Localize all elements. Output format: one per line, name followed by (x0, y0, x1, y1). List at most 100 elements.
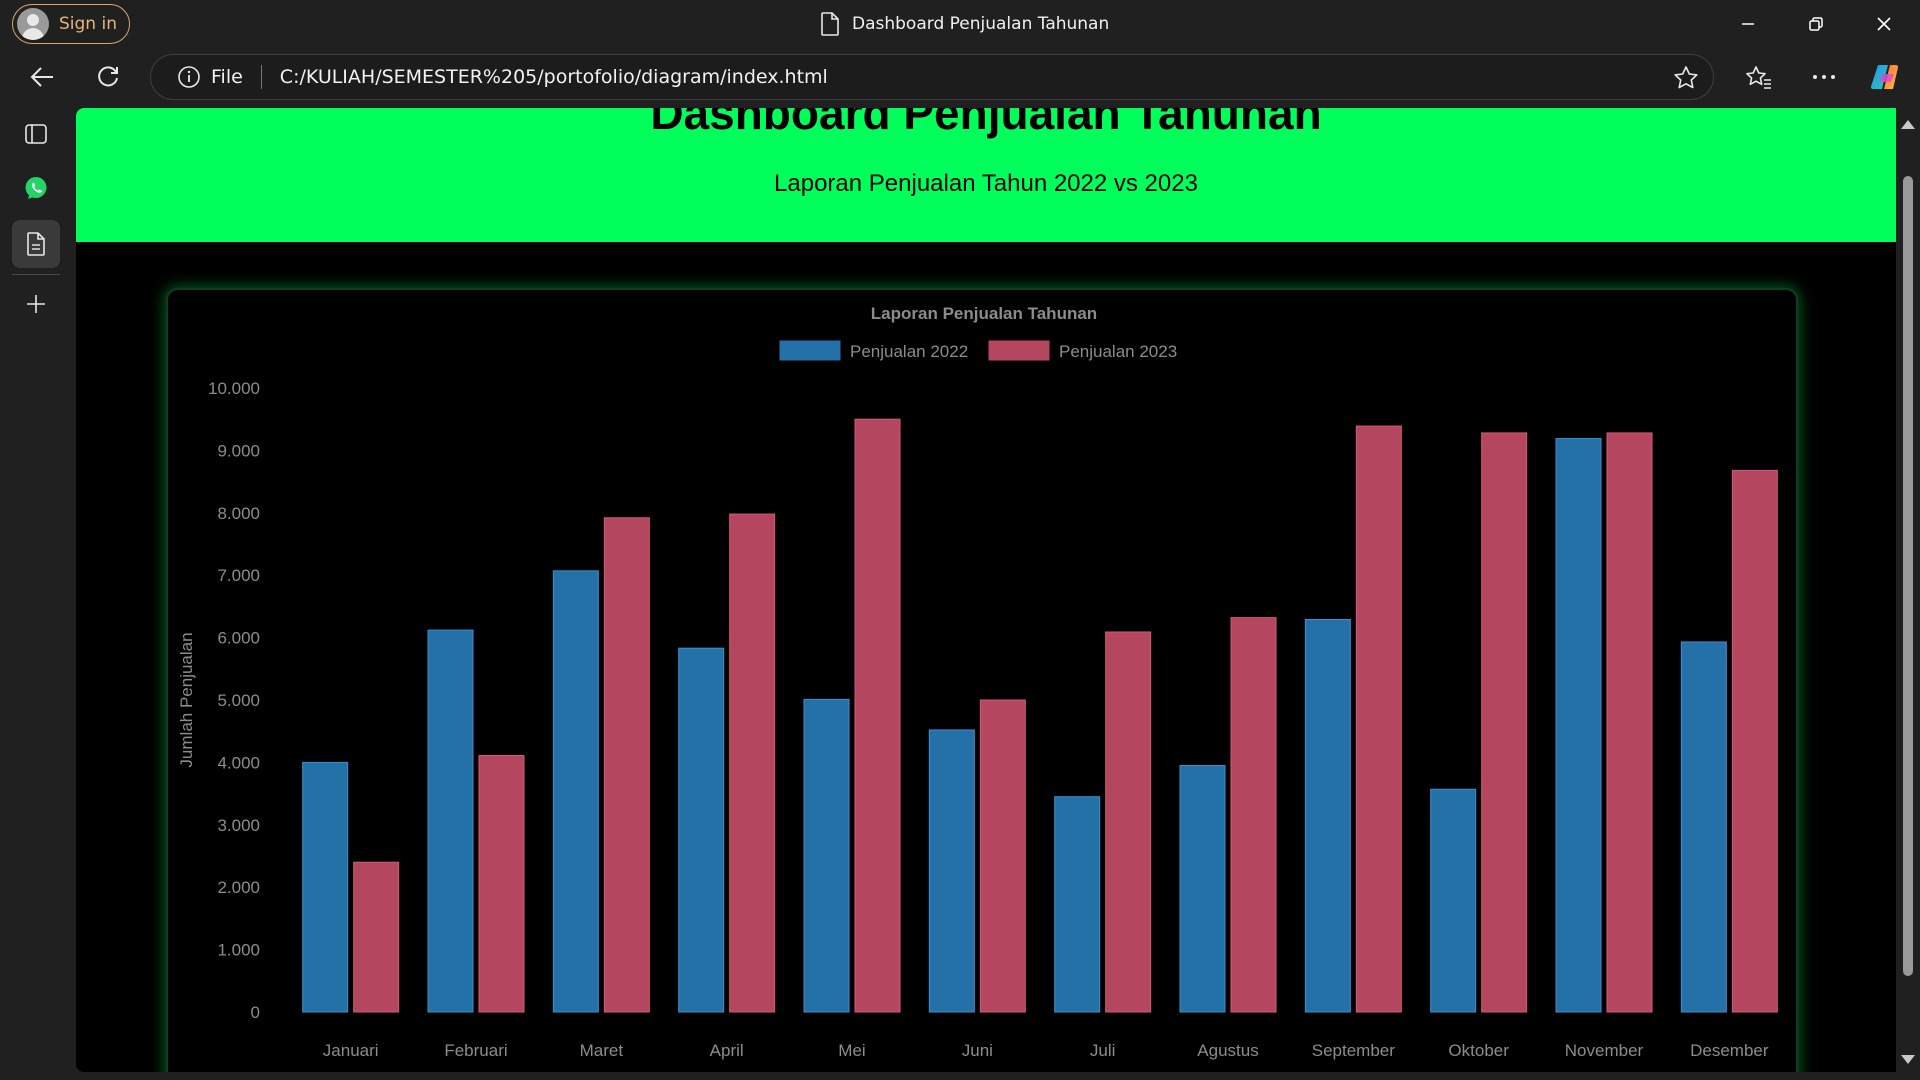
bar-2022-april (678, 647, 725, 1013)
favorites-icon (1746, 66, 1771, 89)
bar-2023-juni (979, 699, 1026, 1013)
y-tick-label: 10.000 (208, 379, 260, 398)
sidebar-divider (12, 274, 60, 275)
legend-swatch-1 (779, 340, 841, 361)
x-tick-label: Maret (580, 1041, 624, 1060)
close-button[interactable] (1856, 0, 1912, 48)
sign-in-label: Sign in (59, 14, 117, 34)
bar-2023-maret (603, 517, 650, 1013)
bar-2023-mei (854, 418, 901, 1013)
bar-2022-oktober (1430, 788, 1477, 1013)
refresh-button[interactable] (86, 56, 130, 98)
bar-2022-november (1555, 438, 1602, 1013)
add-favorite-button[interactable] (1673, 65, 1699, 96)
address-url[interactable]: C:/KULIAH/SEMESTER%205/portofolio/diagra… (279, 66, 828, 88)
bar-2022-desember (1680, 641, 1727, 1013)
y-tick-label: 1.000 (217, 941, 260, 960)
x-tick-label: Januari (323, 1041, 379, 1060)
favorite-star-icon (1674, 66, 1698, 89)
vertical-scrollbar[interactable] (1896, 108, 1920, 1072)
profile-icon (17, 8, 49, 40)
bar-2022-agustus (1179, 765, 1226, 1013)
copilot-icon (1870, 64, 1899, 90)
back-icon (30, 67, 53, 87)
x-tick-label: Juli (1090, 1041, 1116, 1060)
bar-2023-oktober (1481, 432, 1528, 1013)
minimize-icon (1742, 23, 1754, 25)
bar-2023-april (729, 513, 776, 1013)
bar-2022-maret (552, 570, 599, 1013)
y-axis-title: Jumlah Penjualan (177, 632, 196, 767)
address-scheme: File (211, 66, 243, 88)
bar-2023-juli (1105, 631, 1152, 1013)
close-icon (1877, 17, 1891, 31)
scroll-up-icon[interactable] (1901, 120, 1915, 129)
info-icon (178, 66, 200, 88)
window-title-text: Dashboard Penjualan Tahunan (852, 14, 1110, 34)
legend-label-2: Penjualan 2023 (1059, 342, 1177, 361)
refresh-icon (98, 66, 118, 87)
page-header: Dashboard Penjualan Tahunan Laporan Penj… (76, 108, 1896, 242)
page-viewport: Dashboard Penjualan Tahunan Laporan Penj… (76, 108, 1896, 1072)
scroll-down-icon[interactable] (1901, 1055, 1915, 1064)
document-icon (27, 232, 45, 256)
restore-icon (1809, 17, 1823, 31)
browser-sidebar (0, 106, 72, 1080)
chart-card: Laporan Penjualan Tahunan Penjualan 2022 P… (166, 288, 1798, 1072)
x-tick-label: Mei (838, 1041, 865, 1060)
y-tick-label: 0 (251, 1003, 260, 1022)
back-button[interactable] (20, 56, 64, 98)
x-tick-label: September (1312, 1041, 1395, 1060)
bar-2022-juni (928, 729, 975, 1013)
page-icon (821, 12, 839, 36)
restore-button[interactable] (1788, 0, 1844, 48)
sign-in-button[interactable]: Sign in (12, 4, 130, 44)
page-title: Dashboard Penjualan Tahunan (650, 108, 1322, 139)
y-tick-label: 5.000 (217, 691, 260, 710)
chart-title: Laporan Penjualan Tahunan (871, 304, 1097, 323)
scroll-thumb[interactable] (1903, 176, 1913, 976)
y-tick-label: 2.000 (217, 878, 260, 897)
window-title: Dashboard Penjualan Tahunan (820, 12, 1109, 36)
y-tick-label: 7.000 (217, 566, 260, 585)
add-icon (27, 295, 45, 313)
x-tick-label: Juni (962, 1041, 993, 1060)
x-tick-label: Desember (1690, 1041, 1769, 1060)
sidebar-panel-icon (25, 124, 47, 144)
x-tick-label: Februari (444, 1041, 507, 1060)
bar-2022-juli (1054, 796, 1101, 1013)
browser-toolbar: File C:/KULIAH/SEMESTER%205/portofolio/d… (0, 48, 1920, 106)
bar-2023-februari (478, 755, 525, 1013)
sales-bar-chart: Laporan Penjualan Tahunan Penjualan 2022 P… (177, 304, 1778, 1060)
sidebar-item-document[interactable] (12, 220, 60, 268)
y-tick-label: 4.000 (217, 753, 260, 772)
site-info-button[interactable]: File (177, 65, 243, 89)
bar-2022-september (1304, 619, 1351, 1013)
x-tick-label: April (710, 1041, 744, 1060)
settings-more-button[interactable] (1802, 56, 1846, 98)
more-icon (1813, 75, 1835, 79)
bar-2023-agustus (1230, 617, 1277, 1013)
sidebar-item-panel[interactable] (12, 110, 60, 158)
y-tick-label: 3.000 (217, 816, 260, 835)
x-tick-label: Agustus (1197, 1041, 1258, 1060)
bar-2023-januari (353, 861, 400, 1013)
copilot-button[interactable] (1864, 56, 1908, 98)
sidebar-item-whatsapp[interactable] (12, 164, 60, 212)
y-tick-label: 9.000 (217, 441, 260, 460)
y-tick-label: 8.000 (217, 504, 260, 523)
browser-title-bar: Sign in Dashboard Penjualan Tahunan (0, 0, 1920, 48)
bar-2023-desember (1731, 469, 1778, 1013)
x-tick-label: November (1565, 1041, 1644, 1060)
sidebar-add-button[interactable] (12, 280, 60, 328)
legend-label-1: Penjualan 2022 (850, 342, 968, 361)
address-divider (260, 65, 262, 89)
bar-2023-september (1355, 425, 1402, 1013)
bar-2022-mei (803, 698, 850, 1013)
page-subtitle: Laporan Penjualan Tahun 2022 vs 2023 (774, 170, 1198, 197)
favorites-button[interactable] (1736, 56, 1780, 98)
bar-2023-november (1606, 432, 1653, 1013)
minimize-button[interactable] (1720, 0, 1776, 48)
address-bar[interactable]: File C:/KULIAH/SEMESTER%205/portofolio/d… (150, 54, 1714, 100)
whatsapp-icon (25, 177, 47, 199)
